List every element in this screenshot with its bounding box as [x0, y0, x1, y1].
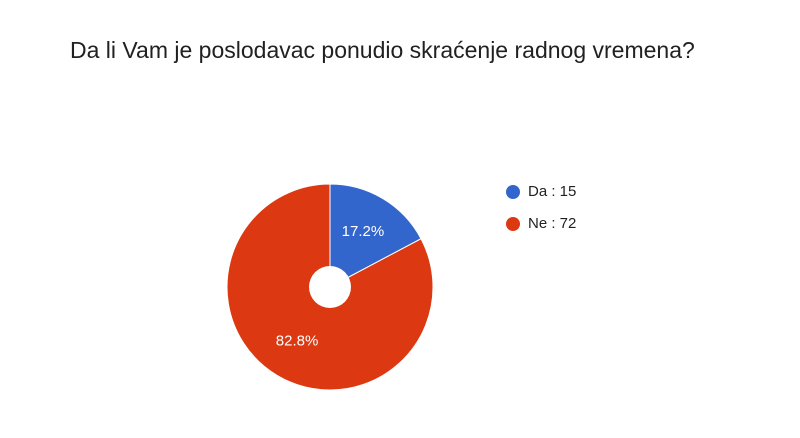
chart-title: Da li Vam je poslodavac ponudio skraćenj…	[70, 37, 695, 63]
slice-label: 17.2%	[342, 223, 385, 240]
legend-label: Ne : 72	[528, 215, 576, 232]
legend-label: Da : 15	[528, 183, 576, 200]
pie-slice	[329, 183, 422, 288]
pie-slice	[226, 183, 434, 391]
legend-marker	[506, 185, 520, 199]
slice-label: 82.8%	[276, 333, 319, 350]
donut-hole	[309, 266, 351, 308]
legend-marker	[506, 217, 520, 231]
